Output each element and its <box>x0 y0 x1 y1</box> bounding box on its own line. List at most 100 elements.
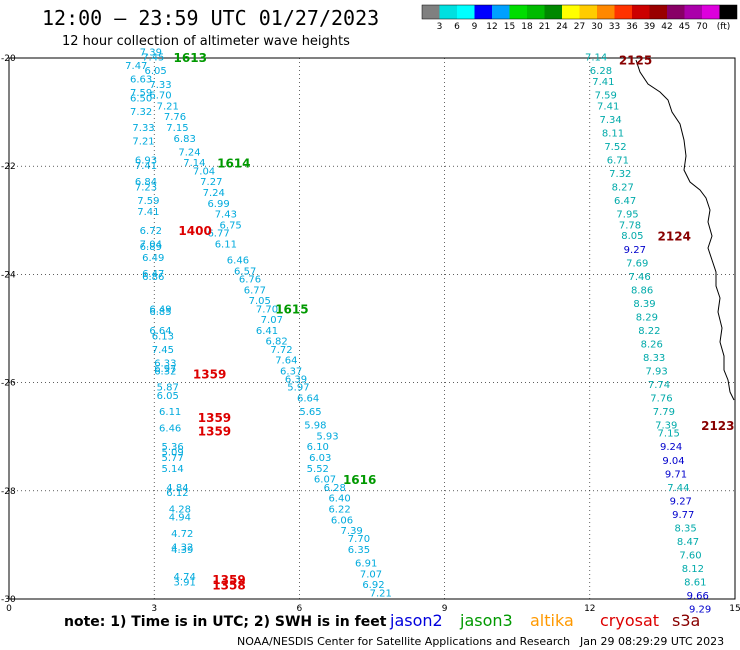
swh-value: 7.60 <box>679 550 701 561</box>
satellite-s3a: s3a <box>672 611 700 630</box>
swh-value: 7.32 <box>130 107 152 118</box>
color-legend: 3 6 9 12 15 18 21 24 27 30 33 36 39 42 45 70 (ft) <box>421 4 738 32</box>
legend-swatch <box>492 5 510 19</box>
swh-value: 8.86 <box>631 285 653 296</box>
swh-value: 7.95 <box>616 210 638 221</box>
legend-swatch <box>457 5 475 19</box>
swh-value: 6.47 <box>142 269 164 280</box>
swh-value: 6.28 <box>324 483 346 494</box>
y-tick-label: -24 <box>1 270 16 280</box>
swh-value: 6.82 <box>266 337 288 348</box>
swh-value: 6.49 <box>149 304 171 315</box>
swh-value: 6.75 <box>220 220 242 231</box>
swh-value: 6.47 <box>614 196 636 207</box>
track-labels: 1613161416151616140013591359135913591358… <box>174 51 735 592</box>
swh-value: 6.07 <box>314 475 336 486</box>
legend-swatch <box>562 5 580 19</box>
swh-value: 7.59 <box>595 91 617 102</box>
swh-value: 6.64 <box>297 394 319 405</box>
legend-swatch <box>684 5 702 19</box>
swh-value: 7.59 <box>137 196 159 207</box>
swh-value: 6.05 <box>145 66 167 77</box>
plot-frame <box>8 57 736 600</box>
swh-value: 7.47 <box>125 61 147 72</box>
legend-swatch <box>579 5 597 19</box>
y-tick-label: -30 <box>1 595 16 605</box>
axis-tick-labels: 0 3 6 9 12 15 -20 -22 -24 -26 -28 -30 <box>1 54 740 614</box>
legend-swatch <box>667 5 685 19</box>
swh-value: 6.71 <box>607 155 629 166</box>
legend-swatch <box>597 5 615 19</box>
timestamp: Jan 29 08:29:29 UTC 2023 <box>579 635 724 648</box>
swh-value: 6.85 <box>149 307 171 318</box>
swh-value: 9.24 <box>660 442 682 453</box>
legend-label: 12 <box>486 22 497 32</box>
satellite-cryosat: cryosat <box>600 611 659 630</box>
swh-value: 6.84 <box>135 177 157 188</box>
swh-value: 6.12 <box>166 488 188 499</box>
legend-swatch <box>632 5 650 19</box>
swh-value: 7.41 <box>597 101 619 112</box>
swh-value: 7.07 <box>360 569 382 580</box>
swh-value: 5.87 <box>157 383 179 394</box>
swh-value: 5.14 <box>161 464 183 475</box>
swh-value: 6.35 <box>348 545 370 556</box>
swh-value: 7.79 <box>653 407 675 418</box>
swh-value: 6.97 <box>154 364 176 375</box>
swh-value: 7.33 <box>132 123 154 134</box>
swh-value: 6.46 <box>227 256 249 267</box>
legend-label: 33 <box>609 22 620 32</box>
swh-value: 7.32 <box>609 169 631 180</box>
swh-value: 6.50 <box>130 93 152 104</box>
swh-value: 4.84 <box>166 483 188 494</box>
swh-value: 6.86 <box>142 272 164 283</box>
swh-value: 6.57 <box>234 266 256 277</box>
swh-value: 8.35 <box>675 523 697 534</box>
x-tick-label: 12 <box>584 604 595 614</box>
satellite-jason2: jason2 <box>389 611 443 630</box>
legend-label: 15 <box>504 22 515 32</box>
legend-label: 27 <box>574 22 585 32</box>
legend-swatch <box>527 5 545 19</box>
swh-value: 4.32 <box>171 542 193 553</box>
swh-value: 7.21 <box>132 137 154 148</box>
x-tick-label: 9 <box>442 604 448 614</box>
track-label: 2123 <box>701 419 734 433</box>
swh-value: 4.28 <box>169 504 191 515</box>
track-label: 1359 <box>212 573 245 587</box>
swh-value: 6.03 <box>309 453 331 464</box>
legend-swatch <box>474 5 492 19</box>
swh-value: 7.69 <box>626 258 648 269</box>
swh-value: 6.91 <box>355 559 377 570</box>
legend-swatch <box>422 5 440 19</box>
swh-value: 7.24 <box>203 188 225 199</box>
swh-value: 7.72 <box>270 345 292 356</box>
map-title: 12:00 – 23:59 UTC 01/27/2023 <box>42 6 379 30</box>
swh-value: 6.10 <box>307 442 329 453</box>
swh-value: 7.76 <box>164 112 186 123</box>
swh-value: 7.04 <box>140 239 162 250</box>
swh-value: 9.04 <box>662 456 684 467</box>
legend-label: 24 <box>556 22 568 32</box>
map-subtitle: 12 hour collection of altimeter wave hei… <box>62 34 350 49</box>
swh-value: 6.05 <box>157 391 179 402</box>
swh-value: 8.05 <box>621 231 643 242</box>
legend-label: 70 <box>696 22 708 32</box>
swh-value: 7.33 <box>149 80 171 91</box>
swh-value: 6.89 <box>140 242 162 253</box>
legend-label: (ft) <box>717 22 731 32</box>
swh-value: 6.46 <box>159 423 181 434</box>
swh-value: 5.52 <box>307 464 329 475</box>
swh-value: 7.70 <box>256 304 278 315</box>
swh-value: 9.29 <box>689 605 711 616</box>
swh-value: 8.26 <box>641 339 663 350</box>
swh-value: 7.41 <box>135 161 157 172</box>
swh-value: 5.93 <box>316 431 338 442</box>
legend-swatch <box>439 5 457 19</box>
swh-value: 7.23 <box>135 183 157 194</box>
track-label: 2124 <box>658 230 691 244</box>
legend-label: 36 <box>626 22 638 32</box>
swh-value: 7.21 <box>157 101 179 112</box>
satellite-altika: altika <box>530 611 574 630</box>
satellite-legend: jason2 jason3 altika cryosat s3a <box>389 611 700 630</box>
